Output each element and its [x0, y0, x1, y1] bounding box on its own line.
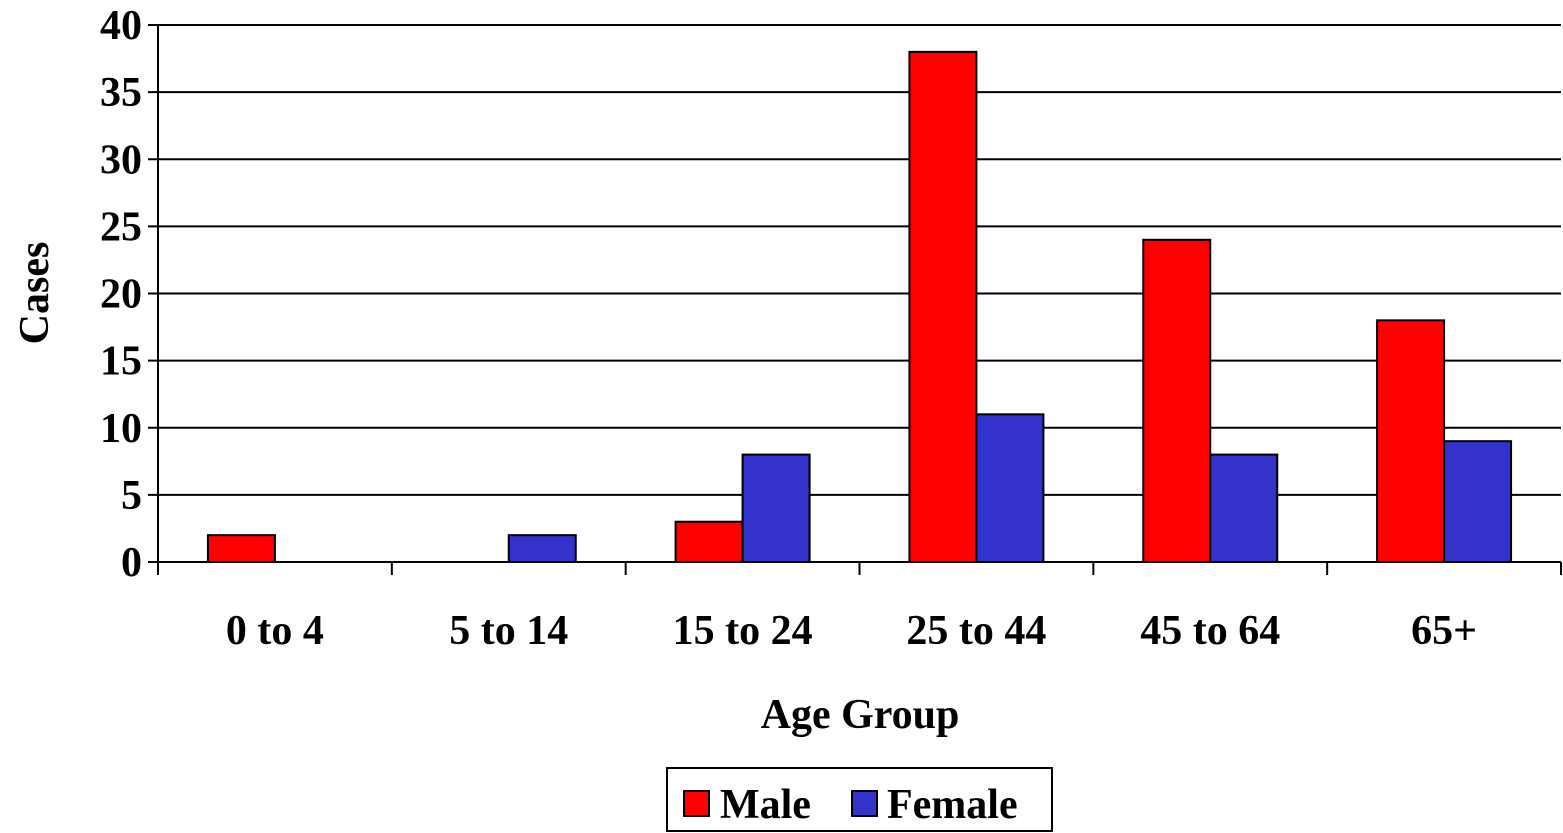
legend-swatch-female — [851, 790, 878, 817]
x-axis-title: Age Group — [761, 692, 960, 738]
bar-female-4 — [975, 413, 1045, 564]
bar-male-3 — [674, 520, 744, 563]
x-tick-label: 5 to 14 — [449, 608, 568, 654]
legend-label-male: Male — [720, 782, 811, 828]
axes — [148, 24, 1562, 575]
y-tick-labels: 0 5 10 15 20 25 30 35 40 — [100, 3, 142, 586]
y-tick-label: 5 — [121, 473, 142, 519]
y-tick-label: 35 — [100, 70, 142, 116]
bar-female-2 — [507, 534, 577, 564]
y-tick-label: 40 — [100, 3, 142, 49]
bar-male-6 — [1376, 319, 1446, 563]
y-tick-label: 10 — [100, 406, 142, 452]
y-tick-label: 15 — [100, 339, 142, 385]
y-tick-label: 20 — [100, 272, 142, 318]
x-tick-label: 15 to 24 — [673, 608, 813, 654]
x-tick-labels: 0 to 4 5 to 14 15 to 24 25 to 44 45 to 64 65+ — [226, 608, 1477, 654]
bars — [206, 50, 1513, 564]
legend-label-female: Female — [887, 782, 1018, 828]
x-tick-label: 0 to 4 — [226, 608, 324, 654]
y-tick-label: 30 — [100, 137, 142, 183]
bar-female-6 — [1443, 440, 1513, 563]
y-tick-label: 0 — [121, 540, 142, 586]
bar-female-5 — [1209, 453, 1279, 564]
gridlines — [158, 24, 1561, 496]
x-tick-label: 45 to 64 — [1140, 608, 1280, 654]
bar-male-4 — [908, 50, 978, 563]
y-axis-title: Cases — [12, 242, 58, 345]
y-tick-label: 25 — [100, 204, 142, 250]
bar-male-1 — [206, 534, 276, 564]
x-tick-label: 65+ — [1411, 608, 1477, 654]
bar-male-5 — [1142, 238, 1212, 564]
x-tick-label: 25 to 44 — [906, 608, 1046, 654]
bar-female-3 — [741, 453, 811, 564]
legend: Male Female — [666, 767, 1053, 832]
legend-swatch-male — [683, 790, 710, 817]
